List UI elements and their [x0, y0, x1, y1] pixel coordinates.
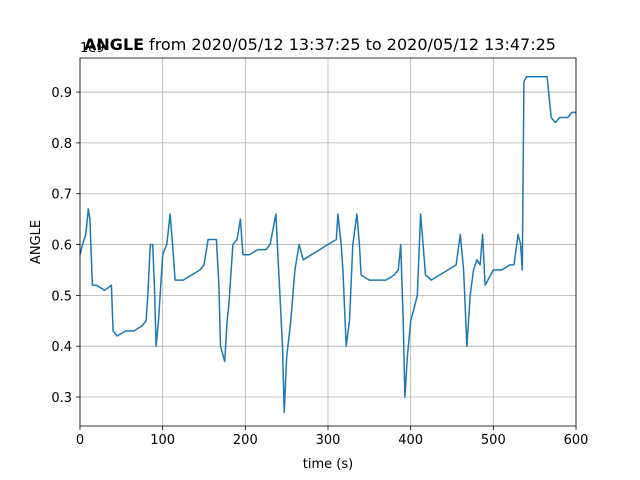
title-rest: from 2020/05/12 13:37:25 to 2020/05/12 1… [149, 35, 556, 54]
chart-title: ANGLE from 2020/05/12 13:37:25 to 2020/05… [84, 35, 556, 54]
x-tick-label: 500 [481, 433, 506, 448]
y-tick-label: 0.8 [51, 137, 72, 152]
x-axis-label: time (s) [303, 457, 353, 472]
y-axis-label: ANGLE [29, 220, 44, 264]
x-tick-label: 400 [398, 433, 423, 448]
y-offset-label: 1e9 [80, 41, 105, 56]
y-tick-label: 0.3 [51, 391, 72, 406]
y-tick-label: 0.4 [51, 340, 72, 355]
x-tick-label: 0 [76, 433, 84, 448]
data-line [79, 76, 576, 414]
x-tick-label: 100 [150, 433, 175, 448]
y-tick-label: 0.5 [51, 289, 72, 304]
y-tick-label: 0.6 [51, 239, 72, 254]
x-tick-label: 600 [564, 433, 589, 448]
title-bold: ANGLE [84, 35, 144, 54]
y-tick-label: 0.7 [51, 188, 72, 203]
y-tick-label: 0.9 [51, 86, 72, 101]
plot-frame [79, 57, 577, 427]
x-tick-label: 300 [316, 433, 341, 448]
x-tick-label: 200 [233, 433, 258, 448]
